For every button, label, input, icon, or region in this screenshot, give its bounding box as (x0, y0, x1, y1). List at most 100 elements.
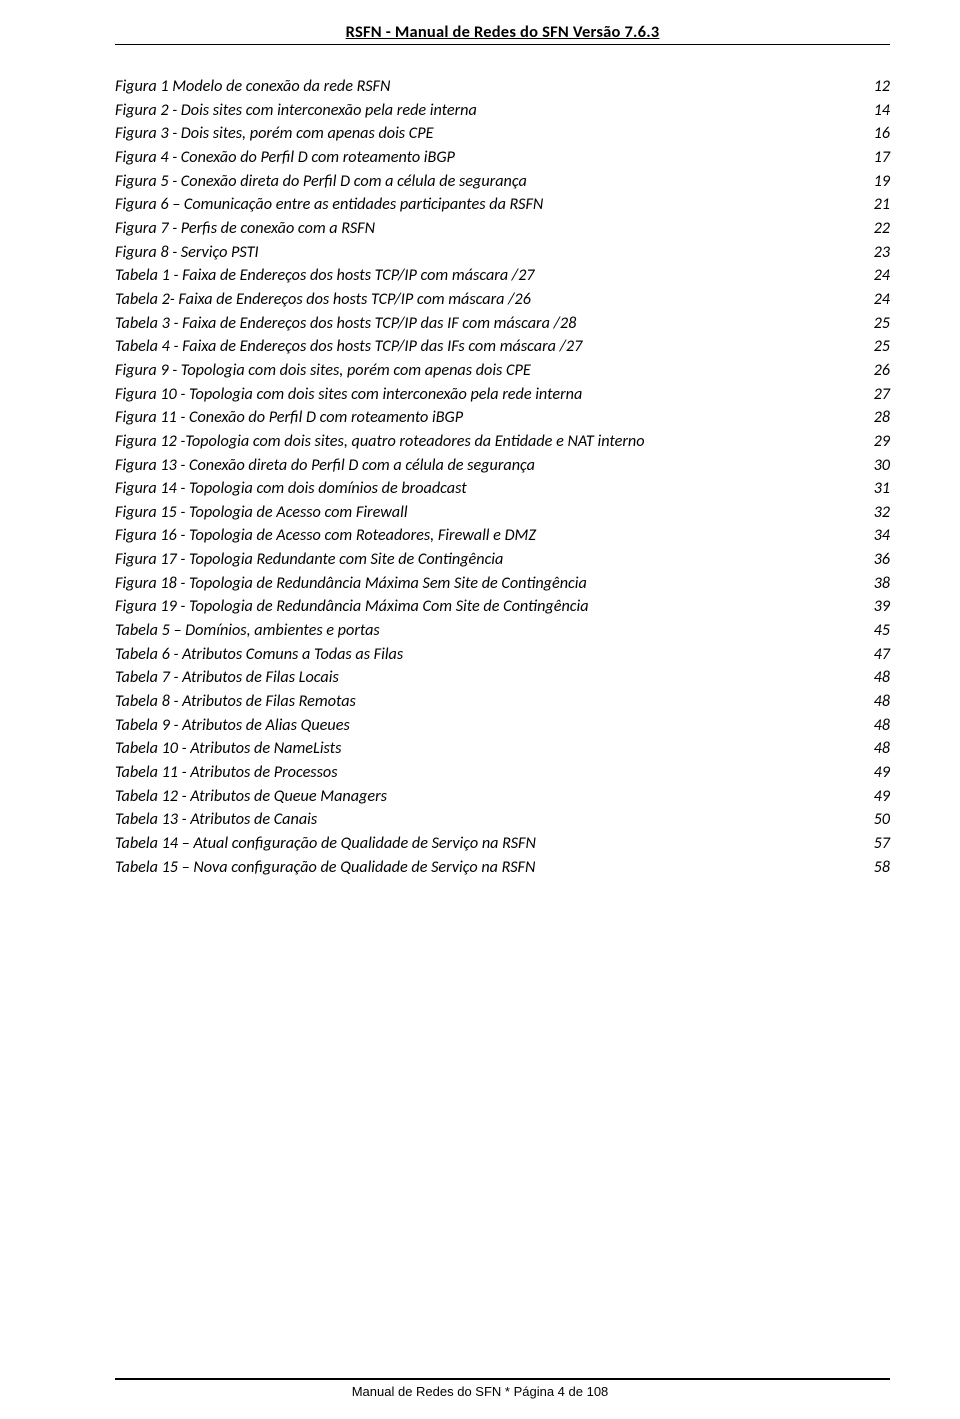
toc-entry-label: Figura 12 -Topologia com dois sites, qua… (115, 430, 862, 454)
toc-entry-label: Figura 17 - Topologia Redundante com Sit… (115, 548, 862, 572)
toc-entry-page: 19 (862, 170, 890, 194)
toc-list: Figura 1 Modelo de conexão da rede RSFN1… (115, 75, 890, 879)
toc-entry-label: Tabela 4 - Faixa de Endereços dos hosts … (115, 335, 862, 359)
toc-entry-page: 26 (862, 359, 890, 383)
header-rule (115, 44, 890, 45)
toc-entry-label: Figura 19 - Topologia de Redundância Máx… (115, 595, 862, 619)
toc-entry-page: 45 (862, 619, 890, 643)
toc-entry-page: 49 (862, 761, 890, 785)
toc-entry-label: Figura 18 - Topologia de Redundância Máx… (115, 572, 862, 596)
toc-entry-label: Tabela 3 - Faixa de Endereços dos hosts … (115, 312, 862, 336)
toc-entry-page: 14 (862, 99, 890, 123)
toc-entry: Figura 13 - Conexão direta do Perfil D c… (115, 454, 890, 478)
footer-text: Manual de Redes do SFN * Página 4 de 108 (0, 1384, 960, 1399)
toc-entry: Tabela 13 - Atributos de Canais50 (115, 808, 890, 832)
toc-entry-label: Tabela 14 – Atual configuração de Qualid… (115, 832, 862, 856)
toc-entry-page: 32 (862, 501, 890, 525)
toc-entry-label: Tabela 1 - Faixa de Endereços dos hosts … (115, 264, 862, 288)
toc-entry: Figura 8 - Serviço PSTI23 (115, 241, 890, 265)
toc-entry: Tabela 4 - Faixa de Endereços dos hosts … (115, 335, 890, 359)
toc-entry: Tabela 10 - Atributos de NameLists48 (115, 737, 890, 761)
toc-entry: Figura 7 - Perfis de conexão com a RSFN2… (115, 217, 890, 241)
toc-entry-page: 24 (862, 264, 890, 288)
toc-entry-page: 47 (862, 643, 890, 667)
toc-entry-label: Figura 16 - Topologia de Acesso com Rote… (115, 524, 862, 548)
footer-rule (115, 1378, 890, 1380)
toc-entry: Tabela 14 – Atual configuração de Qualid… (115, 832, 890, 856)
toc-entry: Figura 14 - Topologia com dois domínios … (115, 477, 890, 501)
toc-entry-page: 16 (862, 122, 890, 146)
toc-entry-label: Tabela 12 - Atributos de Queue Managers (115, 785, 862, 809)
toc-entry: Figura 11 - Conexão do Perfil D com rote… (115, 406, 890, 430)
toc-entry-page: 27 (862, 383, 890, 407)
toc-entry-page: 50 (862, 808, 890, 832)
toc-entry-page: 24 (862, 288, 890, 312)
toc-entry-label: Tabela 2- Faixa de Endereços dos hosts T… (115, 288, 862, 312)
toc-entry-label: Tabela 15 – Nova configuração de Qualida… (115, 856, 862, 880)
toc-entry-page: 21 (862, 193, 890, 217)
toc-entry-label: Figura 8 - Serviço PSTI (115, 241, 862, 265)
toc-entry: Figura 1 Modelo de conexão da rede RSFN1… (115, 75, 890, 99)
toc-entry-label: Tabela 8 - Atributos de Filas Remotas (115, 690, 862, 714)
toc-entry-label: Figura 10 - Topologia com dois sites com… (115, 383, 862, 407)
toc-entry-page: 48 (862, 714, 890, 738)
toc-entry: Figura 3 - Dois sites, porém com apenas … (115, 122, 890, 146)
toc-entry-page: 29 (862, 430, 890, 454)
toc-entry-page: 22 (862, 217, 890, 241)
toc-entry-label: Figura 9 - Topologia com dois sites, por… (115, 359, 862, 383)
toc-entry: Figura 19 - Topologia de Redundância Máx… (115, 595, 890, 619)
toc-entry: Tabela 11 - Atributos de Processos49 (115, 761, 890, 785)
toc-entry: Tabela 2- Faixa de Endereços dos hosts T… (115, 288, 890, 312)
toc-entry-page: 39 (862, 595, 890, 619)
toc-entry: Tabela 15 – Nova configuração de Qualida… (115, 856, 890, 880)
toc-entry: Figura 2 - Dois sites com interconexão p… (115, 99, 890, 123)
toc-entry-page: 30 (862, 454, 890, 478)
toc-entry: Figura 16 - Topologia de Acesso com Rote… (115, 524, 890, 548)
toc-entry: Figura 15 - Topologia de Acesso com Fire… (115, 501, 890, 525)
toc-entry-label: Figura 5 - Conexão direta do Perfil D co… (115, 170, 862, 194)
document-page: RSFN - Manual de Redes do SFN Versão 7.6… (0, 0, 960, 1419)
toc-entry-label: Figura 2 - Dois sites com interconexão p… (115, 99, 862, 123)
toc-entry-label: Figura 3 - Dois sites, porém com apenas … (115, 122, 862, 146)
toc-entry-label: Tabela 13 - Atributos de Canais (115, 808, 862, 832)
page-header-title: RSFN - Manual de Redes do SFN Versão 7.6… (115, 22, 890, 42)
toc-entry: Tabela 12 - Atributos de Queue Managers4… (115, 785, 890, 809)
toc-entry-label: Tabela 7 - Atributos de Filas Locais (115, 666, 862, 690)
toc-entry: Figura 18 - Topologia de Redundância Máx… (115, 572, 890, 596)
toc-entry-page: 28 (862, 406, 890, 430)
toc-entry: Tabela 1 - Faixa de Endereços dos hosts … (115, 264, 890, 288)
toc-entry-page: 23 (862, 241, 890, 265)
toc-entry-page: 38 (862, 572, 890, 596)
page-footer: Manual de Redes do SFN * Página 4 de 108 (0, 1378, 960, 1399)
toc-entry: Tabela 6 - Atributos Comuns a Todas as F… (115, 643, 890, 667)
toc-entry-label: Figura 15 - Topologia de Acesso com Fire… (115, 501, 862, 525)
toc-entry: Figura 5 - Conexão direta do Perfil D co… (115, 170, 890, 194)
toc-entry-page: 48 (862, 690, 890, 714)
toc-entry: Figura 12 -Topologia com dois sites, qua… (115, 430, 890, 454)
toc-entry: Tabela 8 - Atributos de Filas Remotas48 (115, 690, 890, 714)
toc-entry-label: Figura 1 Modelo de conexão da rede RSFN (115, 75, 862, 99)
toc-entry-label: Tabela 5 – Domínios, ambientes e portas (115, 619, 862, 643)
toc-entry-label: Tabela 10 - Atributos de NameLists (115, 737, 862, 761)
toc-entry-page: 49 (862, 785, 890, 809)
toc-entry: Tabela 9 - Atributos de Alias Queues48 (115, 714, 890, 738)
toc-entry-label: Figura 7 - Perfis de conexão com a RSFN (115, 217, 862, 241)
toc-entry-label: Figura 13 - Conexão direta do Perfil D c… (115, 454, 862, 478)
toc-entry-page: 31 (862, 477, 890, 501)
toc-entry-page: 48 (862, 737, 890, 761)
toc-entry-label: Figura 4 - Conexão do Perfil D com rotea… (115, 146, 862, 170)
toc-entry-label: Figura 6 – Comunicação entre as entidade… (115, 193, 862, 217)
toc-entry-page: 48 (862, 666, 890, 690)
toc-entry-page: 17 (862, 146, 890, 170)
toc-entry-page: 12 (862, 75, 890, 99)
toc-entry-page: 57 (862, 832, 890, 856)
toc-entry: Tabela 3 - Faixa de Endereços dos hosts … (115, 312, 890, 336)
toc-entry-label: Tabela 11 - Atributos de Processos (115, 761, 862, 785)
toc-entry-label: Tabela 6 - Atributos Comuns a Todas as F… (115, 643, 862, 667)
toc-entry: Figura 17 - Topologia Redundante com Sit… (115, 548, 890, 572)
toc-entry-page: 25 (862, 312, 890, 336)
toc-entry-page: 36 (862, 548, 890, 572)
toc-entry: Figura 10 - Topologia com dois sites com… (115, 383, 890, 407)
toc-entry: Figura 6 – Comunicação entre as entidade… (115, 193, 890, 217)
toc-entry-label: Figura 11 - Conexão do Perfil D com rote… (115, 406, 862, 430)
